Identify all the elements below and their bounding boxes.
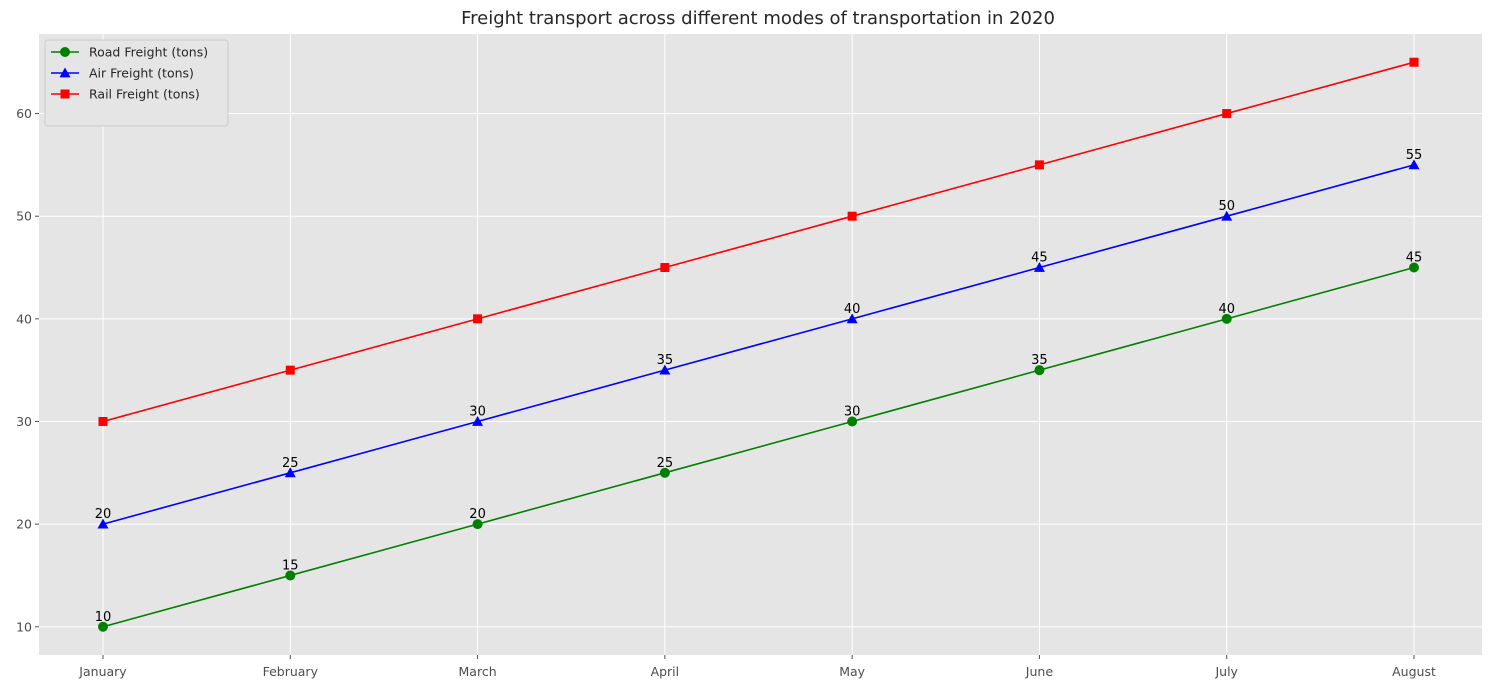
legend-item: Rail Freight (tons) [51,87,200,102]
x-tick-label: April [651,664,680,679]
legend-label: Road Freight (tons) [89,45,208,60]
data-point [473,314,483,324]
data-label: 45 [1031,251,1048,266]
series-line [102,266,1415,628]
data-label: 55 [1406,148,1423,163]
data-point [472,415,484,426]
series-2 [97,159,1420,529]
x-axis: January February March April May June July Augu… [78,655,1436,679]
x-tick-label: May [839,664,865,679]
legend-marker [59,67,71,78]
x-tick-label: January [78,664,127,679]
data-point [1408,159,1420,170]
data-label: 10 [95,610,112,625]
data-label: 20 [95,507,112,522]
data-point [98,621,108,632]
series-line [102,164,1415,525]
data-label: 45 [1406,251,1423,266]
y-axis: 10 20 30 40 50 60 [16,106,39,634]
data-label: 25 [282,456,299,471]
data-point [846,313,858,324]
legend-label: Rail Freight (tons) [89,87,200,102]
legend-item: Road Freight (tons) [51,45,208,60]
data-point [847,416,858,427]
data-label: 50 [1218,199,1235,214]
legend-label: Air Freight (tons) [89,66,194,81]
data-label: 25 [657,456,674,471]
legend: Road Freight (tons) Air Freight (tons) Rai… [44,39,229,127]
y-tick-label: 10 [16,619,32,634]
x-tick-label: February [263,664,319,679]
data-point [847,211,857,221]
data-point [285,365,295,375]
chart-title: Freight transport across different modes… [461,8,1055,29]
legend-marker [60,47,70,57]
y-tick-label: 60 [16,106,32,121]
data-point [1034,365,1045,376]
y-tick-label: 50 [16,209,32,224]
data-point [659,364,671,375]
data-point [1221,313,1232,324]
data-point [1409,262,1419,273]
data-label: 35 [1031,353,1048,368]
data-label: 15 [282,558,299,573]
data-point [1034,160,1044,170]
series-3 [98,57,1419,426]
data-point [1033,262,1045,272]
data-label: 40 [844,302,861,317]
series-1 [98,262,1419,632]
x-tick-label: August [1392,664,1436,679]
data-point [472,519,483,530]
x-tick-label: July [1214,664,1238,679]
series-line [102,61,1415,423]
data-label: 20 [469,507,486,522]
data-label: 40 [1218,302,1235,317]
data-point [284,467,296,478]
y-tick-label: 30 [16,414,32,429]
data-point [98,416,108,426]
y-tick-label: 40 [16,311,32,326]
data-label: 35 [657,353,674,368]
legend-item: Air Freight (tons) [51,66,194,81]
data-point [1221,210,1233,221]
legend-marker [60,89,70,99]
data-point [1409,57,1419,67]
data-labels: 10 15 20 25 30 35 40 45 20 25 30 35 40 45 50 55 [95,148,1423,625]
data-label: 30 [469,404,486,419]
data-label: 30 [844,404,861,419]
x-tick-label: March [459,664,497,679]
y-tick-label: 20 [16,517,32,532]
grid [39,34,1482,655]
legend-box [44,39,229,127]
data-point [1222,109,1232,119]
x-tick-label: June [1025,664,1054,679]
series-layer [97,57,1420,632]
data-point [97,518,109,529]
data-point [659,467,670,478]
data-point [285,570,296,581]
data-point [660,263,670,273]
